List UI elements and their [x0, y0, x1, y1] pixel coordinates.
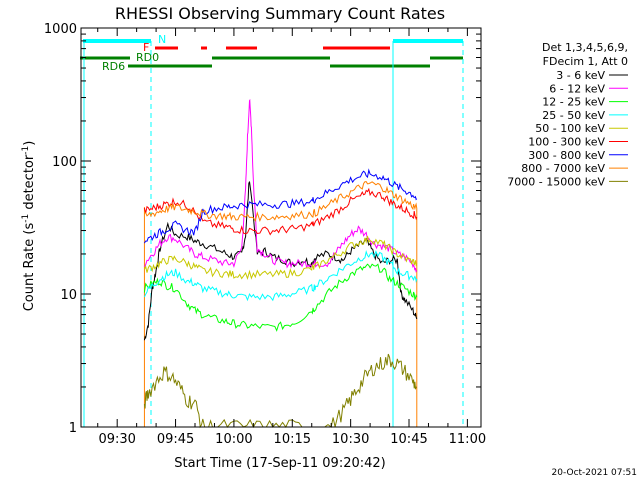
y-tick-label: 10: [60, 288, 77, 303]
legend-label: 12 - 25 keV: [542, 96, 605, 109]
x-axis-label: Start Time (17-Sep-11 09:20:42): [174, 456, 385, 471]
series-lines: [143, 98, 418, 429]
flare-flag-label: F: [143, 41, 149, 54]
rd6-flag-label: RD6: [102, 60, 125, 73]
timestamp: 20-Oct-2021 07:51: [552, 468, 637, 478]
chart-title: RHESSI Observing Summary Count Rates: [115, 4, 445, 23]
legend-label: 7000 - 15000 keV: [507, 175, 605, 188]
series-line: [143, 263, 418, 332]
legend-label: 25 - 50 keV: [542, 109, 605, 122]
plot-frame: [80, 27, 482, 428]
series-line: [143, 235, 418, 281]
x-tick-label: 10:30: [332, 432, 369, 447]
legend-label: 800 - 7000 keV: [521, 162, 605, 175]
y-tick-label: 1: [69, 421, 77, 436]
series-line: [143, 249, 418, 302]
series-line: [144, 181, 418, 223]
x-tick-label: 09:30: [98, 432, 135, 447]
x-tick-label: 10:45: [390, 432, 427, 447]
series-line: [143, 168, 418, 244]
legend-label: 100 - 300 keV: [528, 136, 605, 149]
legend-header-1: Det 1,3,4,5,6,9,: [542, 41, 628, 54]
legend-label: 300 - 800 keV: [528, 149, 605, 162]
axis-ticks: 09:30 09:45 10:00 10:15 10:30 10:45 11:00 1 10 10…: [44, 22, 486, 447]
y-tick-label: 100: [52, 155, 77, 170]
x-tick-label: 09:45: [157, 432, 194, 447]
legend-header-2: FDecim 1, Att 0: [543, 55, 628, 68]
legend-label: 3 - 6 keV: [556, 69, 605, 82]
legend-label: 50 - 100 keV: [535, 122, 605, 135]
night-flag-label: N: [158, 33, 166, 46]
y-axis-label: Count Rate (s-1 detector-1): [21, 141, 37, 312]
y-tick-label: 1000: [44, 22, 77, 37]
x-tick-label: 10:00: [215, 432, 252, 447]
legend-label: 6 - 12 keV: [549, 82, 605, 95]
series-line: [143, 181, 418, 341]
x-tick-label: 10:15: [274, 432, 311, 447]
series-line: [143, 187, 418, 236]
rd0-flag-label: RD0: [136, 51, 159, 64]
x-tick-label: 11:00: [449, 432, 486, 447]
